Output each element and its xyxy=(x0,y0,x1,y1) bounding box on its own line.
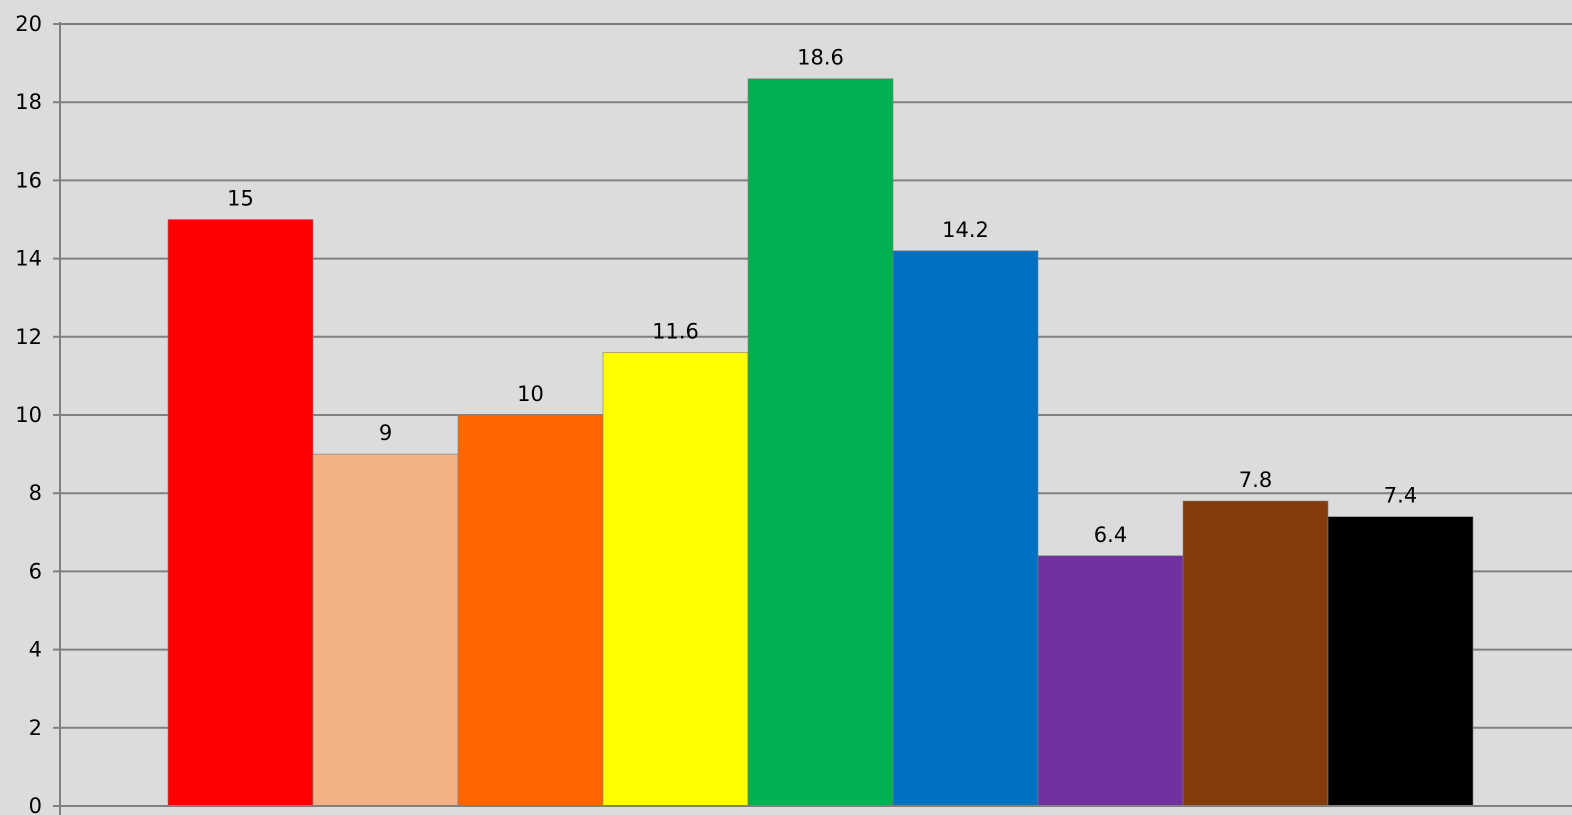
data-label: 10 xyxy=(517,382,544,406)
bar xyxy=(167,219,314,807)
data-label: 14.2 xyxy=(942,218,989,242)
y-tick-label: 2 xyxy=(29,716,42,740)
y-tick-label: 6 xyxy=(29,559,42,583)
data-label: 18.6 xyxy=(797,46,844,70)
bar xyxy=(1327,516,1474,807)
bar xyxy=(312,453,459,807)
bar xyxy=(892,250,1039,807)
y-tick-label: 8 xyxy=(29,481,42,505)
bar xyxy=(1037,555,1184,807)
data-label: 9 xyxy=(379,421,392,445)
y-tick-label: 10 xyxy=(15,403,42,427)
bar xyxy=(457,414,604,807)
y-tick-label: 14 xyxy=(15,247,42,271)
y-tick-label: 16 xyxy=(15,168,42,192)
data-labels: 15 9 10 11.6 18.6 14.2 6.4 7.8 7.4 xyxy=(227,46,1417,547)
bar xyxy=(1182,500,1329,807)
y-tick-label: 12 xyxy=(15,325,42,349)
bar-series xyxy=(167,78,1474,807)
bar xyxy=(747,78,894,807)
y-tick-label: 0 xyxy=(29,794,42,815)
data-label: 11.6 xyxy=(652,319,699,343)
y-tick-label: 18 xyxy=(15,90,42,114)
data-label: 7.4 xyxy=(1384,484,1417,508)
y-tick-label: 4 xyxy=(29,638,42,662)
data-label: 6.4 xyxy=(1094,523,1127,547)
y-axis: 0 2 4 6 8 10 12 14 16 18 20 xyxy=(15,12,1572,815)
data-label: 15 xyxy=(227,187,254,211)
bar xyxy=(602,352,749,807)
y-tick-label: 20 xyxy=(15,12,42,36)
data-label: 7.8 xyxy=(1239,468,1272,492)
